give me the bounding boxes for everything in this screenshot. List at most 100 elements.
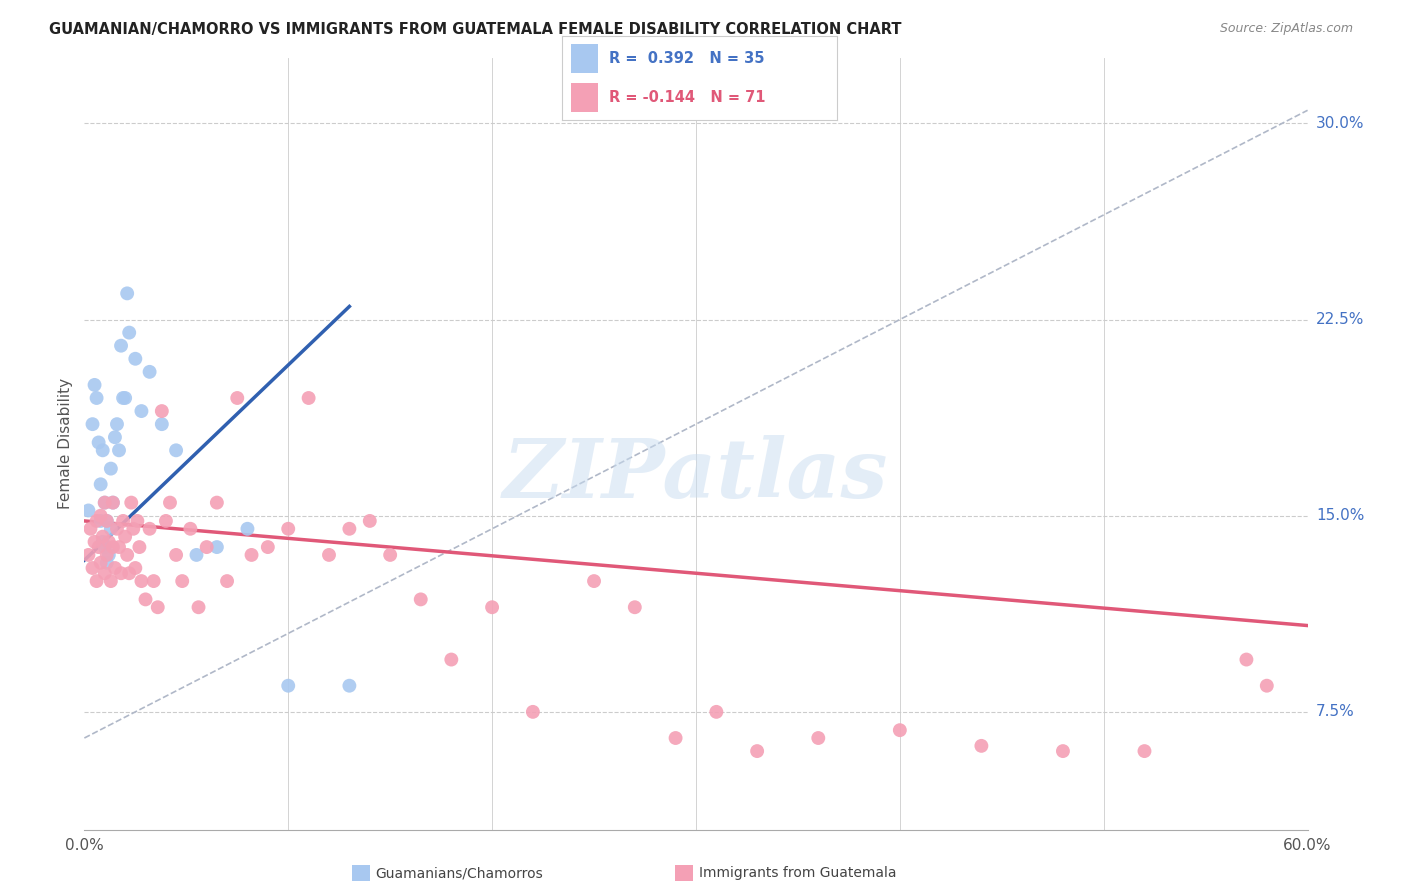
Text: ZIPatlas: ZIPatlas [503,434,889,515]
Point [150,404,173,418]
Point [131,574,153,588]
Point [112,514,135,528]
Point [105,417,128,432]
Point [706,705,728,719]
Point [104,561,127,575]
Point [1133,744,1156,758]
Point [120,495,142,509]
Point [1236,652,1258,666]
Point [624,600,647,615]
Point [128,540,150,554]
Point [236,522,259,536]
Point [257,540,280,554]
Point [104,430,127,444]
Point [747,744,769,758]
Point [240,548,263,562]
Point [93,495,115,509]
Text: 15.0%: 15.0% [1316,508,1364,524]
Point [101,540,124,554]
Point [91,443,114,458]
Point [277,679,299,693]
Point [150,417,173,432]
Point [96,514,118,528]
Point [179,522,201,536]
Point [100,574,122,588]
Text: 30.0%: 30.0% [1316,116,1364,131]
Point [172,574,194,588]
Point [665,731,688,745]
Text: Immigrants from Guatemala: Immigrants from Guatemala [699,866,896,880]
Point [165,443,187,458]
Point [105,522,128,536]
Point [86,391,108,405]
Point [110,339,132,353]
Point [131,404,153,418]
Point [90,556,112,570]
Point [522,705,544,719]
Point [1052,744,1074,758]
Point [112,391,135,405]
Text: Guamanians/Chamorros: Guamanians/Chamorros [375,866,543,880]
Point [90,508,112,523]
Point [118,566,141,581]
Point [146,600,169,615]
Text: 7.5%: 7.5% [1316,705,1354,719]
Point [339,522,361,536]
Point [93,540,115,554]
Text: R =  0.392   N = 35: R = 0.392 N = 35 [609,51,765,66]
Text: R = -0.144   N = 71: R = -0.144 N = 71 [609,90,765,105]
Point [186,548,208,562]
Point [115,548,138,562]
Point [93,495,115,509]
Point [96,556,118,570]
Point [135,592,157,607]
Point [195,540,218,554]
Point [481,600,503,615]
Point [583,574,606,588]
Point [97,548,120,562]
Point [82,561,104,575]
Point [339,679,361,693]
Point [87,540,110,554]
Point [86,574,108,588]
Point [807,731,830,745]
Point [165,548,187,562]
Point [86,514,108,528]
Point [359,514,381,528]
Point [77,548,100,562]
Point [79,522,101,536]
Point [118,326,141,340]
Point [108,443,131,458]
Point [97,534,120,549]
Point [87,435,110,450]
Point [970,739,993,753]
Point [127,514,149,528]
Point [205,540,228,554]
Point [114,391,136,405]
Text: Source: ZipAtlas.com: Source: ZipAtlas.com [1219,22,1353,36]
Point [96,514,118,528]
Point [409,592,432,607]
Point [187,600,209,615]
Point [122,522,145,536]
Point [138,522,160,536]
Point [380,548,402,562]
Point [96,548,118,562]
Point [889,723,911,738]
Text: 22.5%: 22.5% [1316,312,1364,327]
Point [115,286,138,301]
Point [217,574,239,588]
Point [226,391,249,405]
Point [205,495,228,509]
Point [159,495,181,509]
Point [82,417,104,432]
Point [108,540,131,554]
Point [277,522,299,536]
Point [77,503,100,517]
Point [142,574,165,588]
Point [124,561,146,575]
Point [155,514,177,528]
Point [124,351,146,366]
Point [1256,679,1278,693]
Point [138,365,160,379]
